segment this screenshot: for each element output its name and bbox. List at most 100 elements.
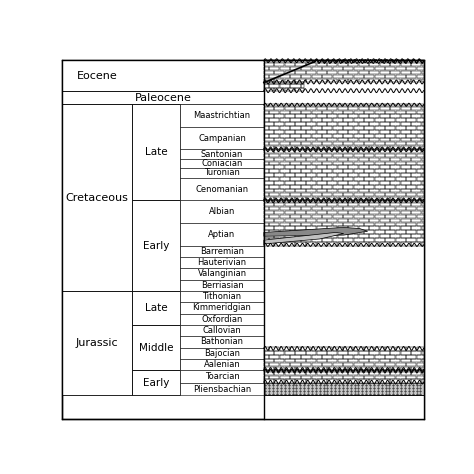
Bar [280,169,290,173]
Bar [364,185,374,189]
Bar [417,363,423,366]
Bar [422,227,423,230]
Bar [401,138,411,142]
Bar [380,158,390,161]
Bar [422,130,423,134]
Bar [269,169,280,173]
Bar [354,347,364,351]
Bar [380,173,390,177]
Bar [375,74,385,78]
Bar [337,150,348,153]
Bar [422,219,423,222]
Bar [348,146,358,149]
Bar [380,63,390,66]
Bar [411,219,421,222]
Bar [280,134,290,137]
Bar [264,185,269,189]
Bar [317,227,327,230]
Bar [385,110,395,114]
Bar [280,201,290,202]
Bar [274,88,284,91]
Bar [322,370,332,371]
Bar [322,162,332,165]
Bar [380,189,390,192]
Bar [301,193,311,196]
Text: Valanginian: Valanginian [198,270,246,279]
Bar [295,203,306,206]
Bar [417,67,423,70]
Bar [375,126,385,130]
Bar [269,162,280,165]
Bar [291,118,301,122]
Bar [364,375,374,379]
Bar [264,118,269,122]
Bar [417,177,423,181]
Bar [264,363,269,366]
Bar [348,197,358,201]
Bar [306,79,316,82]
Bar [269,238,280,242]
Bar [264,219,274,222]
Bar [364,223,374,226]
Bar [274,372,284,375]
Bar [322,238,332,242]
Bar [285,150,295,153]
Bar [180,280,264,291]
Bar [359,71,369,74]
Bar [385,154,395,157]
Bar [264,169,269,173]
Bar [337,130,348,134]
Bar [264,84,269,88]
Bar [311,238,321,242]
Bar [180,127,264,149]
Bar [417,126,423,130]
Bar [333,355,343,358]
Bar [401,189,411,192]
Bar [354,142,364,146]
Bar [291,238,301,242]
Bar [348,203,358,206]
Bar [348,114,358,118]
Bar [390,150,401,153]
Bar [359,197,369,201]
Bar [306,150,316,153]
Bar [390,130,401,134]
Bar [264,130,274,134]
Bar [396,355,406,358]
Bar [375,185,385,189]
Bar [422,71,423,74]
Bar [317,107,327,110]
Bar [301,154,311,157]
Bar [396,230,406,234]
Bar [280,355,290,358]
Bar [369,138,379,142]
Bar [337,158,348,161]
Bar [317,203,327,206]
Bar [396,104,406,106]
Bar [327,227,337,230]
Bar [269,154,280,157]
Bar [180,325,264,337]
Bar [274,379,284,383]
Bar [390,114,401,118]
Bar [343,185,353,189]
Polygon shape [264,228,368,236]
Bar [327,107,337,110]
Bar [396,67,406,70]
Bar [369,173,379,177]
Bar [180,104,264,127]
Bar [401,114,411,118]
Bar [295,367,306,370]
Bar [333,154,343,157]
Bar [264,238,269,242]
Bar [280,84,290,88]
Bar [396,370,406,371]
Bar [406,215,417,218]
Bar [317,372,327,375]
Bar [317,242,327,246]
Bar [411,359,421,363]
Bar [295,71,306,74]
Bar [406,74,417,78]
Bar [306,158,316,161]
Bar [264,359,274,363]
